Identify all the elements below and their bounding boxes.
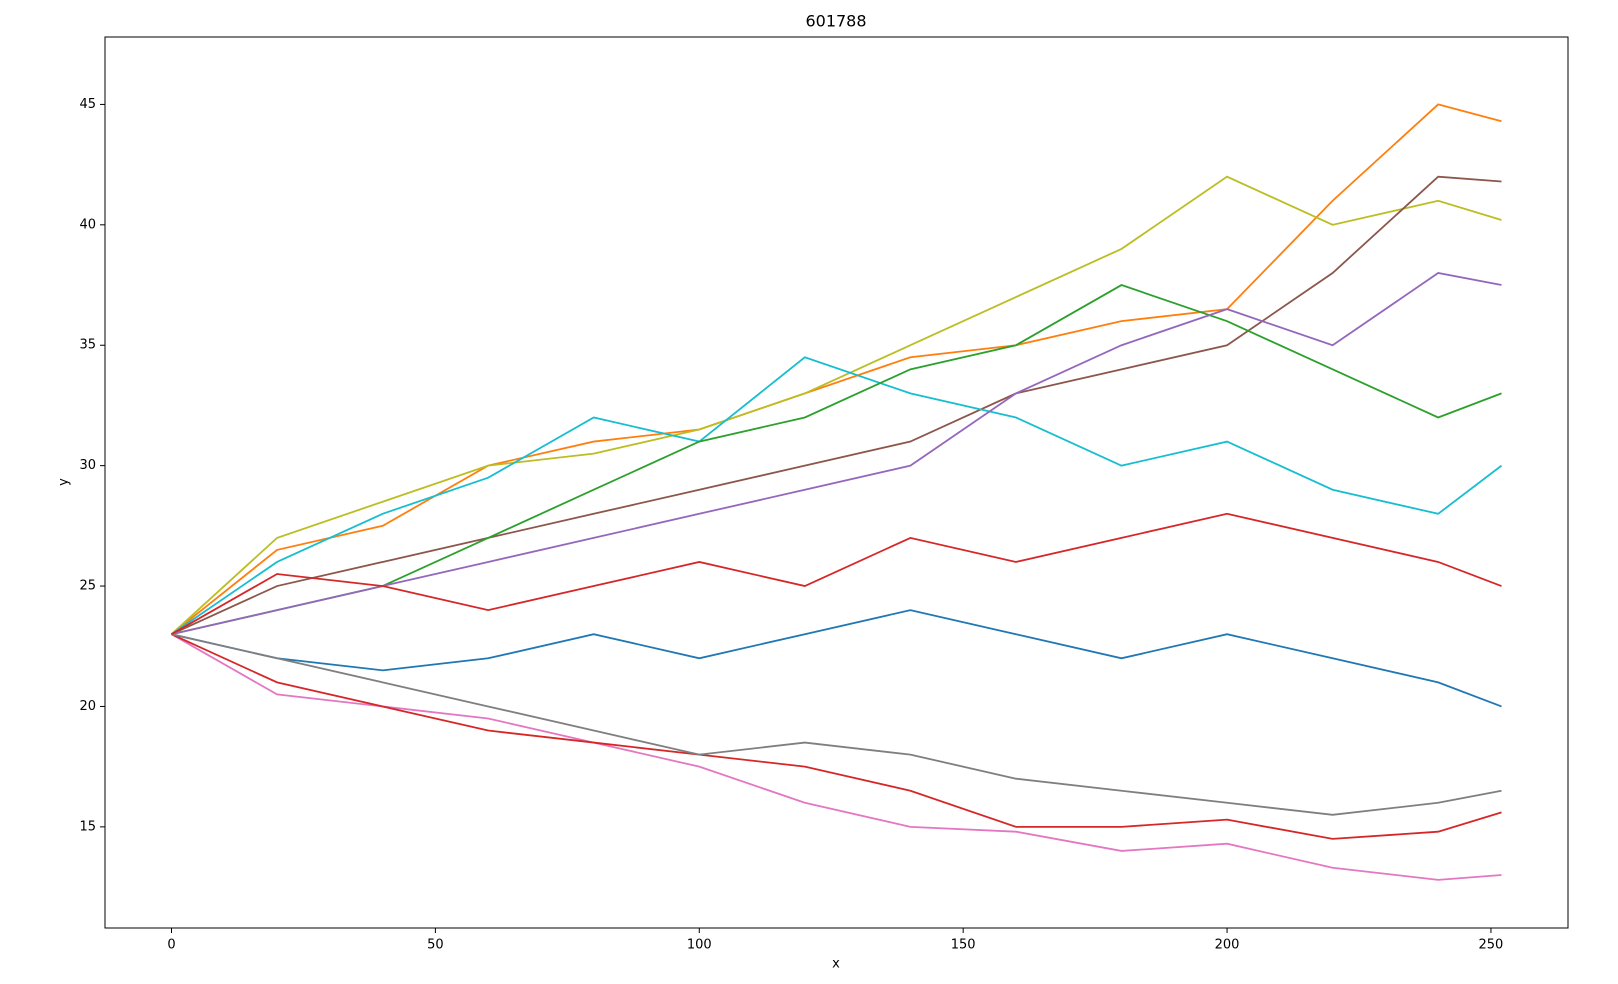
y-tick-label: 35: [79, 338, 96, 353]
y-tick-label: 45: [79, 97, 96, 112]
x-tick-label: 50: [427, 938, 444, 953]
x-axis-label: x: [832, 957, 840, 972]
series-line: [171, 633, 1502, 840]
series-line: [171, 175, 1502, 636]
y-tick-label: 25: [79, 579, 96, 594]
series-line: [171, 284, 1502, 636]
series-line: [170, 103, 1502, 635]
chart-title: 601788: [805, 12, 866, 31]
x-tick-label: 100: [687, 938, 712, 953]
series-line: [170, 175, 1502, 635]
x-tick-label: 150: [951, 938, 976, 953]
y-tick-label: 40: [79, 217, 96, 232]
plot-frame: [104, 36, 1569, 929]
series-line: [171, 609, 1502, 708]
series-line: [171, 633, 1502, 816]
series-line: [171, 272, 1502, 636]
y-tick-label: 30: [79, 458, 96, 473]
y-axis-label: y: [57, 478, 72, 486]
y-tick-label: 15: [79, 819, 96, 834]
y-tick-label: 20: [79, 699, 96, 714]
x-tick-label: 250: [1479, 938, 1504, 953]
x-tick-label: 0: [167, 938, 175, 953]
series-line: [170, 356, 1503, 635]
x-tick-label: 200: [1215, 938, 1240, 953]
series-line: [171, 512, 1502, 635]
series-line: [171, 633, 1502, 881]
